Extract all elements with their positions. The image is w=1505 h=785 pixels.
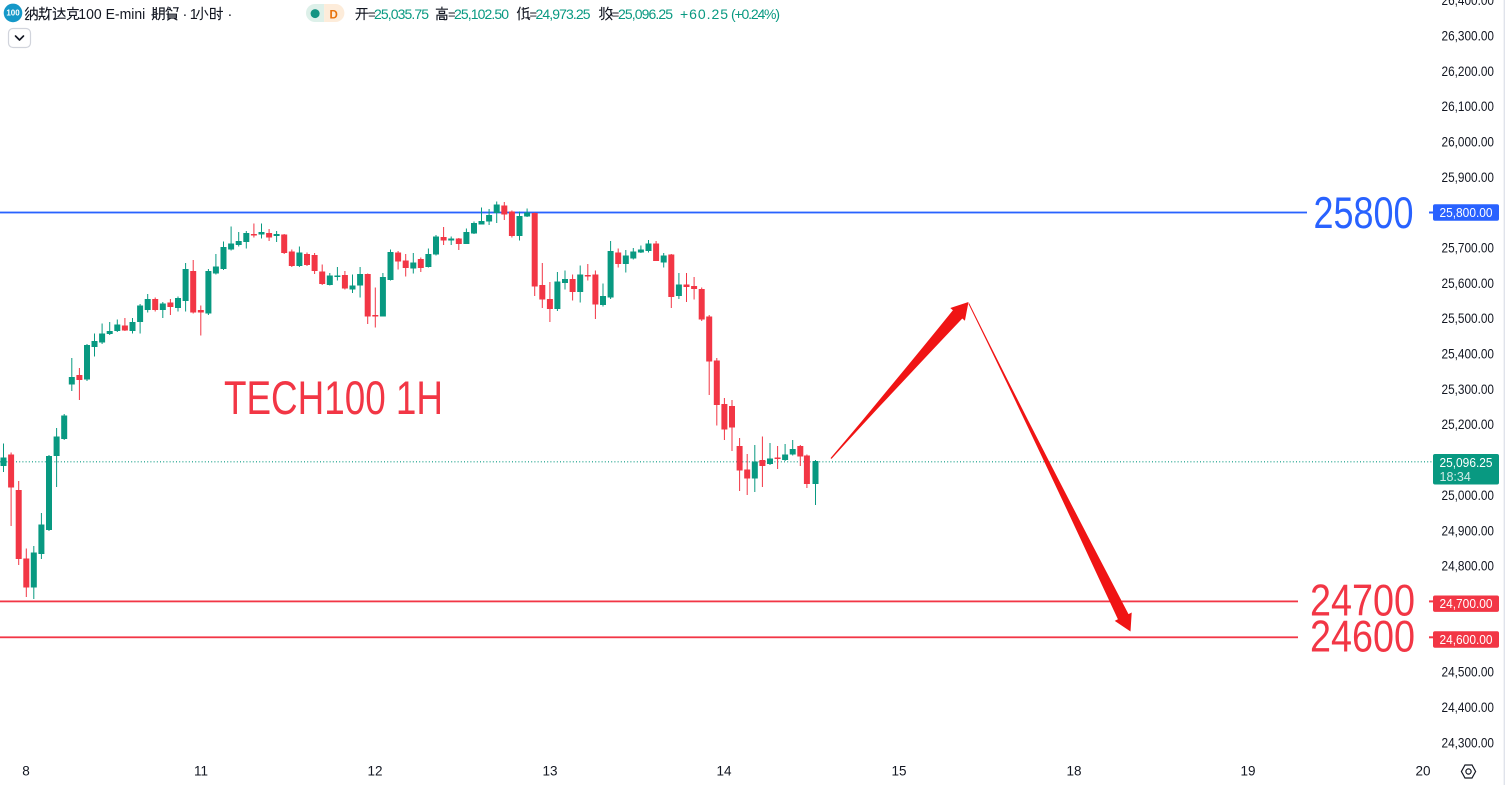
svg-text:24,600.00: 24,600.00 [1440,633,1493,647]
svg-text:26,300.00: 26,300.00 [1442,28,1495,43]
svg-text:25,500.00: 25,500.00 [1442,311,1495,326]
svg-text:25,400.00: 25,400.00 [1442,347,1495,362]
svg-text:12: 12 [367,763,382,778]
svg-text:24,500.00: 24,500.00 [1442,665,1495,680]
svg-text:=: = [530,7,538,22]
svg-text:=: = [612,7,620,22]
svg-text:1: 1 [190,7,198,23]
svg-text:+60.25: +60.25 [680,6,728,22]
svg-text:25,600.00: 25,600.00 [1442,276,1495,291]
svg-text:25,000.00: 25,000.00 [1442,488,1495,503]
svg-text:·: · [228,7,233,23]
svg-text:8: 8 [22,763,30,778]
svg-text:14: 14 [716,763,732,778]
svg-text:11: 11 [194,763,208,778]
svg-text:25,900.00: 25,900.00 [1442,170,1495,185]
svg-text:19: 19 [1240,763,1255,778]
svg-text:26,200.00: 26,200.00 [1442,64,1495,79]
svg-text:24,700.00: 24,700.00 [1440,597,1493,611]
svg-text:25,700.00: 25,700.00 [1442,241,1495,256]
svg-text:25,800.00: 25,800.00 [1440,206,1493,220]
svg-text:15: 15 [891,763,906,778]
svg-text:24,800.00: 24,800.00 [1442,559,1495,574]
svg-text:20: 20 [1415,763,1430,778]
svg-text:25,096.25: 25,096.25 [1440,456,1493,470]
svg-text:26,400.00: 26,400.00 [1442,0,1495,8]
svg-text:25,300.00: 25,300.00 [1442,382,1495,397]
svg-text:18:34: 18:34 [1440,470,1471,484]
svg-text:TECH100 1H: TECH100 1H [224,372,443,425]
svg-text:26,100.00: 26,100.00 [1442,99,1495,114]
svg-text:24700: 24700 [1310,577,1415,626]
svg-text:·: · [183,7,188,23]
svg-text:24,900.00: 24,900.00 [1442,523,1495,538]
svg-text:=: = [368,7,376,22]
svg-text:24,300.00: 24,300.00 [1442,735,1495,750]
svg-text:24600: 24600 [1310,613,1415,662]
svg-text:=: = [448,7,456,22]
svg-text:(+0.24%): (+0.24%) [731,6,780,22]
svg-text:25,200.00: 25,200.00 [1442,417,1495,432]
svg-text:D: D [330,9,338,21]
svg-text:25,035.75: 25,035.75 [374,6,429,22]
svg-text:24,400.00: 24,400.00 [1442,700,1495,715]
svg-text:18: 18 [1066,763,1081,778]
svg-text:25800: 25800 [1314,189,1414,238]
svg-text:25,102.50: 25,102.50 [454,6,509,22]
svg-text:26,000.00: 26,000.00 [1442,135,1495,150]
svg-text:25,096.25: 25,096.25 [618,6,673,22]
svg-text:13: 13 [542,763,557,778]
svg-text:100: 100 [6,9,20,18]
svg-text:24,973.25: 24,973.25 [536,6,591,22]
svg-text:100 E-mini: 100 E-mini [78,7,145,23]
